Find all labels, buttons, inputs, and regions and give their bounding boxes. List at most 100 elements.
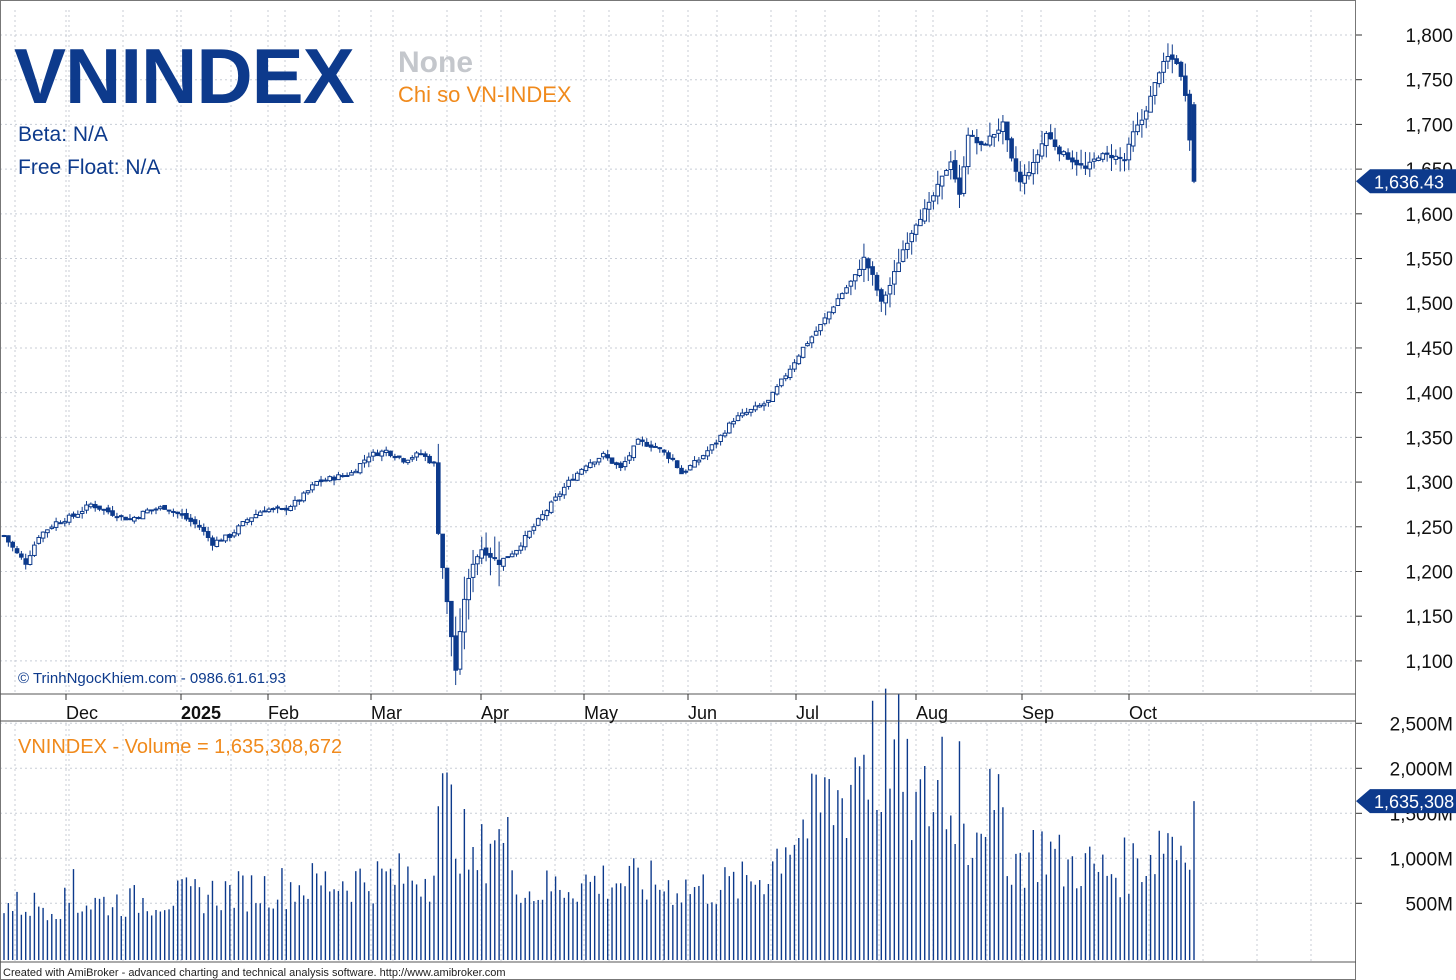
candle-body <box>305 490 311 494</box>
candle-body <box>805 343 810 347</box>
candle-body <box>674 460 680 469</box>
symbol-subtitle-none: None <box>398 46 473 79</box>
candle-body <box>19 553 24 558</box>
candle-body <box>605 454 610 459</box>
month-label: Apr <box>481 703 509 723</box>
candle-body <box>952 160 958 180</box>
candle-body <box>1039 143 1045 157</box>
candle-body <box>266 508 272 513</box>
last-price-badge-text: 1,636.43 <box>1374 172 1444 192</box>
candle-body <box>214 539 220 548</box>
candle-body <box>648 444 654 448</box>
candle-body <box>327 476 333 482</box>
candle-body <box>14 548 20 554</box>
candle-body <box>531 526 537 531</box>
candle-body <box>1096 157 1101 162</box>
candle-body <box>1026 172 1032 177</box>
candle-body <box>835 298 841 307</box>
candle-body <box>27 555 33 565</box>
candle-body <box>757 404 762 408</box>
candle-body <box>66 514 72 523</box>
candle-body <box>579 468 584 475</box>
candle-body <box>340 475 346 478</box>
candle-body <box>145 509 150 514</box>
candle-body <box>1148 95 1153 113</box>
candle-body <box>188 517 194 522</box>
candle-body <box>861 256 867 270</box>
candle-body <box>1191 104 1197 182</box>
candle-body <box>683 470 689 473</box>
candle-body <box>127 518 133 521</box>
candle-body <box>948 161 954 171</box>
candle-body <box>505 556 511 559</box>
volume-bars <box>3 688 1195 960</box>
candle-body <box>323 479 328 482</box>
candle-body <box>1022 174 1027 184</box>
candle-body <box>1117 156 1123 159</box>
candle-body <box>509 553 515 558</box>
candle-body <box>362 459 367 464</box>
candle-body <box>553 496 558 501</box>
candle-body <box>1065 152 1071 160</box>
candle-body <box>753 405 758 411</box>
beta-label: Beta: N/A <box>18 123 108 146</box>
candle-body <box>939 175 945 187</box>
candle-body <box>614 462 619 466</box>
candle-body <box>918 218 923 227</box>
candle-body <box>123 516 128 521</box>
candle-body <box>501 557 506 567</box>
candle-body <box>892 271 897 285</box>
candle-body <box>140 510 146 520</box>
candle-body <box>522 535 528 548</box>
candle-body <box>1031 161 1036 175</box>
month-label: May <box>584 703 618 723</box>
candle-body <box>561 486 567 496</box>
candle-body <box>10 541 15 548</box>
candle-body <box>1061 151 1067 156</box>
candle-body <box>388 450 393 457</box>
candle-body <box>1100 153 1106 160</box>
candle-body <box>644 441 650 447</box>
candle-body <box>1052 139 1058 147</box>
candle-body <box>283 507 289 511</box>
candle-body <box>1139 119 1145 126</box>
candle-body <box>153 508 159 511</box>
candle-body <box>249 517 254 522</box>
candle-body <box>570 478 576 481</box>
candle-body <box>831 306 836 314</box>
free-float-label: Free Float: N/A <box>18 156 160 179</box>
candle-body <box>171 510 176 513</box>
candle-body <box>896 262 901 273</box>
candle-body <box>336 474 341 481</box>
candle-body <box>84 504 89 511</box>
candle-body <box>97 505 102 510</box>
candle-body <box>201 526 207 532</box>
candle-body <box>1035 154 1040 163</box>
candle-body <box>957 177 962 195</box>
candle-body <box>197 524 202 528</box>
candle-body <box>1078 163 1084 166</box>
candle-body <box>826 311 832 320</box>
price-tick-label: 1,250 <box>1405 518 1453 539</box>
candle-body <box>1013 158 1019 172</box>
candle-body <box>627 455 632 461</box>
candle-body <box>588 462 593 468</box>
price-tick-label: 1,150 <box>1405 607 1453 628</box>
candle-body <box>839 293 845 300</box>
candle-body <box>492 557 498 560</box>
candle-body <box>1009 138 1014 159</box>
candle-body <box>301 492 306 502</box>
price-tick-label: 1,500 <box>1405 294 1453 315</box>
candle-body <box>466 577 472 601</box>
candle-body <box>375 452 380 457</box>
candle-body <box>535 518 541 526</box>
candle-body <box>158 506 163 510</box>
candle-body <box>970 134 975 137</box>
candle-body <box>740 412 745 417</box>
candle-body <box>166 509 172 512</box>
volume-title: VNINDEX - Volume = 1,635,308,672 <box>18 736 342 758</box>
candle-body <box>800 346 806 358</box>
price-tick-label: 1,350 <box>1405 428 1453 449</box>
